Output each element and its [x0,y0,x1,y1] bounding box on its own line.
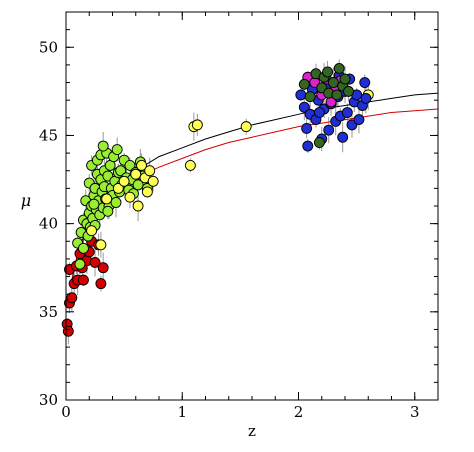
data-point [141,186,153,198]
data-point [97,140,109,152]
data-point [191,119,203,131]
data-point [331,89,343,101]
y-tick-label: 30 [39,391,58,409]
data-point [132,179,144,191]
data-point [341,107,353,118]
data-point [301,122,313,134]
tick-labels-layer: 0 1 2 3 30 35 40 45 50 [39,38,420,421]
y-axis-label: μ [21,191,31,210]
data-point [240,121,252,133]
data-point [313,137,325,148]
data-point [322,66,334,78]
data-point [118,175,130,187]
x-axis-label: z [248,422,256,440]
data-point [86,225,98,237]
y-tick-label: 45 [39,126,58,144]
data-point [144,165,156,177]
data-point [88,198,100,210]
data-point [359,77,371,88]
data-point [112,182,124,194]
data-point [62,325,74,337]
data-point [136,159,148,171]
data-point [327,77,339,88]
data-point [102,205,114,217]
data-point [110,197,122,208]
x-tick-label: 1 [177,403,187,421]
x-tick-label: 3 [410,403,420,421]
data-point [130,168,142,180]
data-point [337,131,349,143]
axis-ticks-layer [65,11,439,401]
x-tick-label: 2 [294,403,304,421]
data-point [97,262,109,274]
data-point [66,292,78,304]
data-point [184,159,196,171]
y-tick-label: 50 [39,38,58,56]
data-point [77,242,89,254]
data-point [124,191,136,203]
data-point [147,175,159,187]
data-point [101,193,113,205]
x-tick-label: 0 [61,403,71,421]
data-point [298,101,310,113]
data-point [343,85,354,97]
data-point [313,107,325,118]
plot-frame [65,11,439,401]
data-point [298,78,310,90]
data-point [95,278,107,290]
y-tick-label: 40 [39,215,58,233]
data-point [115,165,127,177]
data-point [360,92,372,104]
data-points-layer [61,62,374,337]
data-point [74,258,86,270]
data-point [111,144,123,156]
data-point [333,62,345,74]
data-point [77,274,89,286]
data-point [295,89,307,101]
data-point [302,140,314,152]
data-point [95,239,107,251]
data-point [353,114,365,126]
data-point [339,73,351,85]
data-point [304,91,316,103]
y-tick-label: 35 [39,303,58,321]
data-point [132,200,144,212]
data-point [124,159,136,171]
data-point [89,256,101,268]
data-point [323,124,335,136]
